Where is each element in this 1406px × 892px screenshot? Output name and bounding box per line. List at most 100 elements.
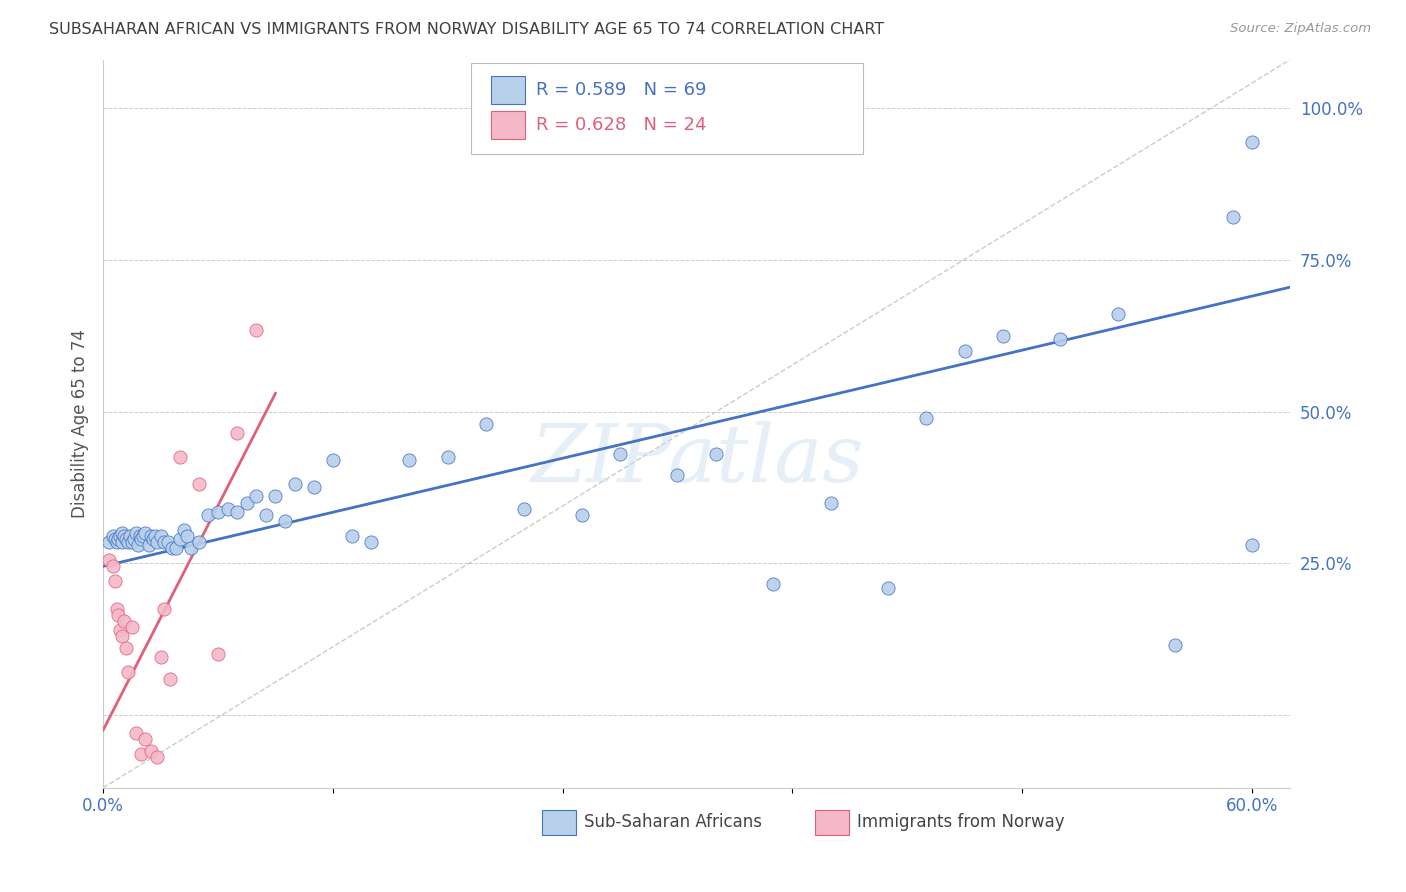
Point [436,450,458,464]
Point [101,529,124,543]
Point [1049,332,1071,346]
Point [115,532,138,546]
Point [360,535,382,549]
FancyBboxPatch shape [471,63,863,154]
Text: ZIPatlas: ZIPatlas [530,421,863,499]
Point [475,417,498,431]
Point [877,581,900,595]
Point [117,665,139,680]
Point [284,477,307,491]
Point [245,323,267,337]
Point [666,468,689,483]
Point [197,508,219,522]
Bar [815,810,849,835]
Point [1222,211,1244,225]
Point [245,490,267,504]
Point [207,647,229,661]
Point [132,529,155,543]
Point [107,532,129,546]
Point [139,744,162,758]
Text: SUBSAHARAN AFRICAN VS IMMIGRANTS FROM NORWAY DISABILITY AGE 65 TO 74 CORRELATION: SUBSAHARAN AFRICAN VS IMMIGRANTS FROM NO… [49,22,884,37]
Point [513,501,536,516]
Point [169,450,191,464]
Point [111,535,134,549]
Point [1107,308,1129,322]
Point [104,574,127,589]
Point [173,523,195,537]
Y-axis label: Disability Age 65 to 74: Disability Age 65 to 74 [72,329,89,518]
Point [1240,538,1263,552]
Point [105,601,128,615]
Point [165,541,187,555]
Point [101,559,124,574]
Point [139,529,162,543]
Point [264,490,287,504]
Point [153,601,176,615]
Point [122,532,145,546]
Point [915,410,938,425]
Point [118,529,141,543]
Point [157,535,180,549]
Point [302,480,325,494]
Point [107,607,129,622]
Bar [491,112,524,139]
Point [217,501,239,516]
Text: R = 0.589   N = 69: R = 0.589 N = 69 [537,81,707,99]
Point [169,532,191,546]
Point [145,750,167,764]
Point [180,541,202,555]
Point [97,535,120,549]
Point [117,535,139,549]
Point [112,529,135,543]
Point [138,538,160,552]
Point [953,343,976,358]
Point [159,672,181,686]
Point [143,529,166,543]
Bar [491,77,524,104]
Point [235,495,257,509]
Point [105,535,128,549]
Point [254,508,277,522]
Point [571,508,593,522]
Point [187,535,209,549]
Point [704,447,727,461]
Point [187,477,209,491]
Point [226,425,249,440]
Text: Source: ZipAtlas.com: Source: ZipAtlas.com [1230,22,1371,36]
Point [340,529,363,543]
Point [145,535,167,549]
Point [322,453,344,467]
Point [121,620,143,634]
Point [226,505,249,519]
Point [111,629,134,643]
Point [134,525,156,540]
Text: Sub-Saharan Africans: Sub-Saharan Africans [583,813,762,831]
Point [1164,638,1187,652]
Point [131,747,153,762]
Point [176,529,198,543]
Point [124,525,146,540]
Point [609,447,631,461]
Point [762,577,785,591]
Bar [543,810,575,835]
Point [153,535,176,549]
Point [124,726,146,740]
Point [127,538,149,552]
Point [274,514,297,528]
Point [97,553,120,567]
Point [160,541,183,555]
Point [820,495,842,509]
Text: R = 0.628   N = 24: R = 0.628 N = 24 [537,116,707,134]
Point [134,732,156,747]
Point [112,614,135,628]
Point [110,623,132,637]
Point [398,453,420,467]
Point [111,525,134,540]
Point [121,535,143,549]
Point [110,529,132,543]
Point [991,328,1014,343]
Point [142,532,165,546]
Point [207,505,229,519]
Point [149,529,172,543]
Point [149,650,172,665]
